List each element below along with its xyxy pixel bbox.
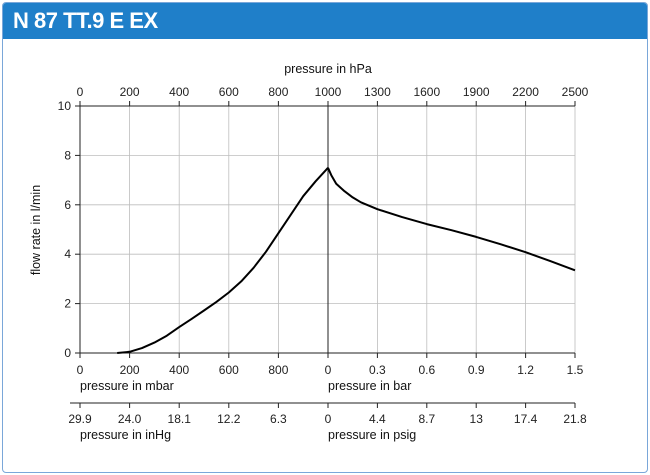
top-tick-label: 800	[268, 85, 288, 99]
y-tick-label: 2	[64, 297, 71, 311]
top-tick-label: 600	[219, 85, 239, 99]
secondary-tick-label: 6.3	[270, 412, 287, 426]
second-right-axis-label: pressure in psig	[328, 428, 416, 442]
secondary-tick-label: 4.4	[369, 412, 386, 426]
secondary-tick-label: 17.4	[514, 412, 538, 426]
y-axis-label: flow rate in l/min	[29, 185, 43, 275]
y-tick-label: 10	[58, 99, 72, 113]
bottom-right-axis-label: pressure in bar	[328, 379, 411, 393]
bottom-tick-label: 0.3	[369, 363, 386, 377]
top-tick-label: 2500	[562, 85, 589, 99]
secondary-tick-label: 13	[470, 412, 484, 426]
top-tick-label: 2200	[512, 85, 539, 99]
flow-curve-vacuum	[117, 167, 329, 354]
bottom-tick-label: 0	[77, 363, 84, 377]
top-axis-label: pressure in hPa	[284, 62, 372, 76]
second-left-axis-label: pressure in inHg	[80, 428, 171, 442]
bottom-tick-label: 1.2	[517, 363, 534, 377]
bottom-tick-label: 0.6	[418, 363, 435, 377]
page-title: N 87 TT.9 E EX	[13, 8, 158, 33]
bottom-tick-label: 200	[120, 363, 140, 377]
secondary-tick-label: 21.8	[563, 412, 587, 426]
secondary-tick-label: 0	[325, 412, 332, 426]
bottom-tick-label: 600	[219, 363, 239, 377]
secondary-tick-label: 8.7	[418, 412, 435, 426]
top-tick-label: 1600	[413, 85, 440, 99]
bottom-left-axis-label: pressure in mbar	[80, 379, 174, 393]
top-tick-label: 1900	[463, 85, 490, 99]
flow-curve-pressure	[327, 167, 576, 272]
top-tick-label: 1300	[364, 85, 391, 99]
bottom-tick-label: 0.9	[468, 363, 485, 377]
top-tick-label: 0	[77, 85, 84, 99]
y-tick-label: 4	[64, 247, 71, 261]
secondary-tick-label: 24.0	[118, 412, 142, 426]
y-tick-label: 6	[64, 198, 71, 212]
top-tick-label: 1000	[315, 85, 342, 99]
y-tick-label: 0	[64, 346, 71, 360]
y-tick-label: 8	[64, 148, 71, 162]
bottom-tick-label: 0	[325, 363, 332, 377]
secondary-tick-label: 18.1	[168, 412, 192, 426]
bottom-tick-label: 1.5	[567, 363, 584, 377]
chart-curves	[117, 167, 576, 354]
secondary-tick-label: 12.2	[217, 412, 241, 426]
bottom-tick-label: 400	[169, 363, 189, 377]
top-tick-label: 200	[120, 85, 140, 99]
secondary-tick-label: 29.9	[68, 412, 92, 426]
top-tick-label: 400	[169, 85, 189, 99]
header-bar: N 87 TT.9 E EX	[3, 3, 647, 39]
bottom-tick-label: 800	[268, 363, 288, 377]
